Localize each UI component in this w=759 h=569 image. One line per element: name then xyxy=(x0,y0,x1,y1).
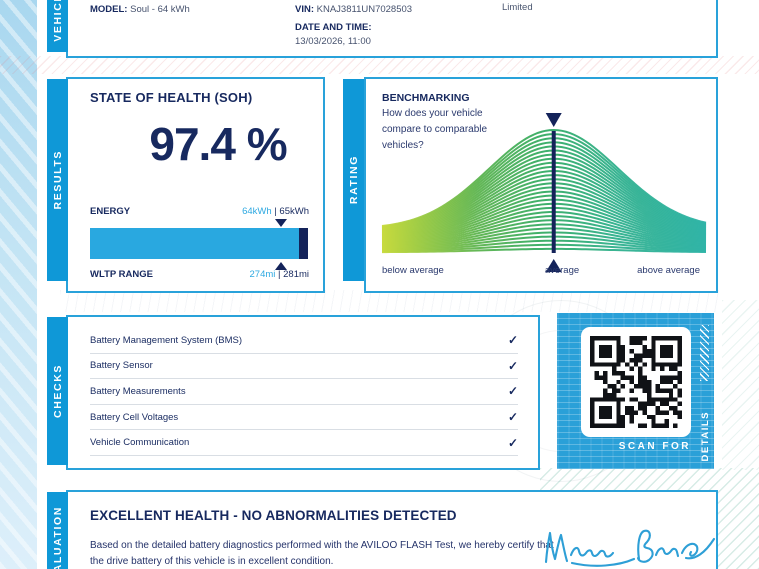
energy-values: 64kWh | 65kWh xyxy=(242,206,309,217)
tab-rating-label: RATING xyxy=(347,155,360,205)
section-tab-results: RESULTS xyxy=(47,79,68,281)
guilloche-wave-strip xyxy=(60,290,720,312)
check-row: Battery Sensor ✓ xyxy=(90,354,518,380)
vehicle-model: MODEL: Soul - 64 kWh xyxy=(90,3,190,16)
energy-original: 65kWh xyxy=(279,206,309,217)
energy-label: ENERGY xyxy=(90,206,131,217)
scan-for-label: SCAN FOR xyxy=(618,441,691,452)
bar-marker-down-icon xyxy=(275,219,287,227)
evaluation-box: EXCELLENT HEALTH - NO ABNORMALITIES DETE… xyxy=(66,490,718,569)
tab-results-label: RESULTS xyxy=(51,150,64,210)
tab-evaluation-label: EVALUATION xyxy=(51,505,64,569)
vin-label: VIN: xyxy=(295,4,314,15)
wltp-label: WLTP RANGE xyxy=(90,269,153,280)
rating-box: BENCHMARKING How does your vehicle compa… xyxy=(364,77,718,293)
wltp-separator: | xyxy=(275,269,284,280)
wltp-original: 281mi xyxy=(283,269,309,280)
wltp-current: 274mi xyxy=(249,269,276,280)
check-row: Vehicle Communication ✓ xyxy=(90,430,518,456)
qr-code-panel xyxy=(581,327,691,437)
vehicle-info-box: MODEL: Soul - 64 kWh VIN: KNAJ3811UN7028… xyxy=(66,0,718,58)
wltp-row: WLTP RANGE 274mi | 281mi xyxy=(90,269,309,280)
qr-code xyxy=(590,336,682,428)
benchmarking-subtitle-line2: compare to comparable xyxy=(382,124,488,135)
energy-row: ENERGY 64kWh | 65kWh xyxy=(90,206,309,217)
benchmarking-subtitle-line1: How does your vehicle xyxy=(382,108,483,119)
energy-separator: | xyxy=(271,206,280,217)
section-tab-rating: RATING xyxy=(343,79,364,281)
soh-title: STATE OF HEALTH (SOH) xyxy=(90,90,253,105)
section-tab-vehicle: VEHICLE xyxy=(47,0,68,52)
datetime-value: 13/03/2026, 11:00 xyxy=(295,36,371,47)
inspector-signature xyxy=(544,529,716,567)
vehicle-vin: VIN: KNAJ3811UN7028503 xyxy=(295,3,412,16)
checkmark-icon: ✓ xyxy=(507,358,518,373)
evaluation-body-text: Based on the detailed battery diagnostic… xyxy=(90,540,554,567)
energy-bar-cap xyxy=(299,228,308,259)
checks-list: Battery Management System (BMS) ✓ Batter… xyxy=(90,328,518,456)
check-label: Battery Measurements xyxy=(90,385,186,397)
check-label: Battery Sensor xyxy=(90,360,153,372)
soh-value: 97.4 % xyxy=(149,118,287,170)
top-hatch-pattern xyxy=(0,56,759,74)
trim-value: Limited xyxy=(502,2,533,13)
energy-capacity-bar xyxy=(90,228,308,259)
qr-hatch-icon xyxy=(700,325,709,381)
check-row: Battery Cell Voltages ✓ xyxy=(90,405,518,431)
tab-checks-label: CHECKS xyxy=(51,364,64,418)
tab-vehicle-label: VEHICLE xyxy=(51,0,64,42)
model-label: MODEL: xyxy=(90,4,128,15)
axis-label-below-average: below average xyxy=(382,265,444,276)
benchmarking-title: BENCHMARKING xyxy=(382,92,470,104)
results-box: STATE OF HEALTH (SOH) 97.4 % ENERGY 64kW… xyxy=(66,77,325,293)
checks-box: Battery Management System (BMS) ✓ Batter… xyxy=(66,315,540,470)
benchmarking-subtitle-line3: vehicles? xyxy=(382,140,424,151)
checkmark-icon: ✓ xyxy=(507,333,518,348)
check-label: Battery Cell Voltages xyxy=(90,411,179,423)
vehicle-trim: Limited xyxy=(502,1,533,14)
benchmark-bell-curve-chart xyxy=(381,113,707,272)
bar-marker-up-icon xyxy=(275,262,287,270)
right-hatch-pattern xyxy=(722,300,759,470)
evaluation-heading: EXCELLENT HEALTH - NO ABNORMALITIES DETE… xyxy=(90,508,457,523)
check-label: Battery Management System (BMS) xyxy=(90,334,243,346)
energy-current: 64kWh xyxy=(242,206,272,217)
checkmark-icon: ✓ xyxy=(507,410,518,425)
section-tab-evaluation: EVALUATION xyxy=(47,492,68,569)
left-guilloche-band xyxy=(0,0,37,569)
check-row: Battery Measurements ✓ xyxy=(90,379,518,405)
qr-sticker: SCAN FOR DETAILS xyxy=(557,313,714,469)
section-tab-checks: CHECKS xyxy=(47,317,68,465)
check-row: Battery Management System (BMS) ✓ xyxy=(90,328,518,354)
model-value: Soul - 64 kWh xyxy=(130,4,190,15)
vin-value: KNAJ3811UN7028503 xyxy=(316,4,413,15)
datetime-label: DATE AND TIME: xyxy=(295,22,372,33)
details-label: DETAILS xyxy=(700,410,711,461)
check-label: Vehicle Communication xyxy=(90,437,190,449)
wltp-values: 274mi | 281mi xyxy=(250,269,310,280)
checkmark-icon: ✓ xyxy=(507,435,518,450)
checkmark-icon: ✓ xyxy=(507,384,518,399)
axis-label-average: average xyxy=(544,265,580,276)
axis-label-above-average: above average xyxy=(637,265,700,276)
